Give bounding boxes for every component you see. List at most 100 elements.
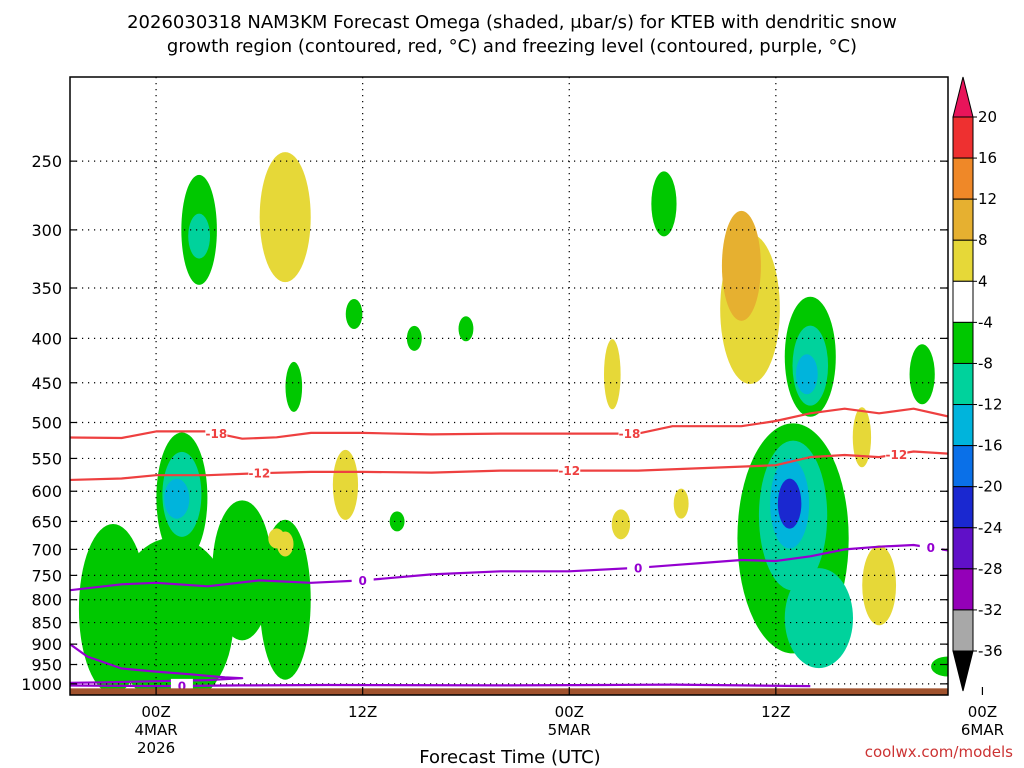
omega-region — [188, 213, 211, 259]
colorbar-swatch — [952, 157, 974, 200]
contour-label: -12 — [886, 448, 908, 462]
y-tick-label: 300 — [31, 221, 62, 240]
contour-label-bg — [205, 426, 228, 440]
contour-dendritic-bottom — [70, 450, 948, 482]
omega-region — [611, 509, 631, 540]
y-tick-label: 800 — [31, 591, 62, 610]
y-tick-label: 450 — [31, 374, 62, 393]
omega-region — [909, 344, 935, 405]
colorbar-label: -4 — [978, 313, 993, 331]
contour-label-bg — [627, 560, 650, 574]
contour-label-bg — [558, 463, 581, 477]
omega-region — [862, 545, 897, 626]
x-tick-label: 5MAR — [548, 721, 591, 739]
omega-region — [259, 519, 311, 680]
omega-region — [164, 478, 190, 519]
omega-region — [332, 449, 359, 520]
colorbar-top-arrow — [952, 76, 974, 118]
contour-label: -18 — [205, 427, 227, 441]
colorbar-swatch — [952, 527, 974, 570]
y-tick-label: 900 — [31, 635, 62, 654]
plot-area: -18 -18 -12 -12 -12 0 0 0 0 — [70, 77, 1024, 695]
y-tick-label: 500 — [31, 413, 62, 432]
omega-region — [285, 361, 303, 412]
colorbar-label: -16 — [978, 437, 1003, 455]
colorbar: 20 16 12 8 4 -4 -8 -12 -16 -20 -24 -28 -32 -36 — [952, 76, 1003, 692]
omega-region — [458, 316, 474, 342]
chart-title-line1: 2026030318 NAM3KM Forecast Omega (shaded… — [127, 12, 897, 33]
ground-bar — [70, 688, 948, 695]
contours: -18 -18 -12 -12 -12 0 0 0 0 — [70, 407, 948, 693]
x-axis-label: Forecast Time (UTC) — [419, 747, 600, 768]
colorbar-swatch — [952, 362, 974, 406]
y-tick-label: 650 — [31, 512, 62, 531]
chart-title-line2: growth region (contoured, red, °C) and f… — [167, 36, 857, 57]
credit-text: coolwx.com/models — [865, 743, 1013, 761]
omega-region — [1015, 314, 1024, 434]
colorbar-label: 12 — [978, 190, 997, 208]
omega-shading — [78, 152, 1024, 695]
x-tick-label: 00Z — [555, 703, 584, 721]
contour-freezing-level-low — [70, 642, 244, 684]
x-tick-label: 12Z — [348, 703, 377, 721]
contour-label-bg — [351, 573, 374, 587]
omega-region — [389, 511, 405, 532]
y-tick-label: 750 — [31, 566, 62, 585]
omega-region — [852, 407, 872, 468]
contour-label: 0 — [178, 679, 186, 693]
y-tick-label: 350 — [31, 279, 62, 298]
y-tick-label: 1000 — [21, 675, 62, 694]
omega-region — [212, 500, 272, 641]
colorbar-label: -28 — [978, 560, 1003, 578]
omega-region — [651, 171, 677, 237]
colorbar-label: -12 — [978, 396, 1003, 414]
colorbar-label: -32 — [978, 601, 1003, 619]
omega-region — [931, 656, 948, 677]
y-tick-label: 550 — [31, 449, 62, 468]
colorbar-swatch — [952, 445, 974, 488]
y-tick-label: 600 — [31, 482, 62, 501]
contour-freezing-level — [70, 543, 948, 592]
colorbar-swatch — [952, 116, 974, 159]
grid — [70, 77, 948, 695]
contour-label: 0 — [927, 541, 935, 555]
contour-label: -12 — [249, 467, 271, 481]
omega-region — [721, 210, 761, 321]
contour-label: -18 — [619, 427, 641, 441]
colorbar-swatch — [952, 486, 974, 529]
x-tick-label: 2026 — [137, 739, 175, 757]
plot-frame — [69, 76, 949, 696]
contour-label: -12 — [558, 464, 580, 478]
colorbar-swatch — [952, 568, 974, 611]
colorbar-label: -8 — [978, 354, 993, 372]
x-tick-label: 12Z — [761, 703, 790, 721]
omega-region — [784, 568, 854, 669]
colorbar-label: 4 — [978, 272, 988, 290]
omega-region — [1017, 490, 1024, 690]
x-tick-label: 4MAR — [134, 721, 177, 739]
omega-region — [78, 524, 148, 695]
colorbar-label: -20 — [978, 478, 1003, 496]
contour-label-bg — [618, 426, 641, 440]
omega-region — [777, 478, 802, 529]
y-axis: 250 300 350 400 450 500 550 600 650 700 750 800 850 9… — [21, 152, 948, 694]
omega-region — [603, 339, 621, 410]
colorbar-label: -24 — [978, 519, 1003, 537]
colorbar-label: -36 — [978, 642, 1003, 660]
colorbar-swatch — [952, 198, 974, 241]
omega-region — [259, 152, 311, 283]
y-tick-label: 850 — [31, 614, 62, 633]
omega-region — [345, 299, 363, 330]
colorbar-label: 16 — [978, 149, 997, 167]
omega-region — [795, 354, 818, 395]
contour-label: 0 — [358, 574, 366, 588]
omega-region — [673, 488, 689, 519]
colorbar-swatch — [952, 280, 974, 323]
y-tick-label: 250 — [31, 152, 62, 171]
y-tick-label: 400 — [31, 329, 62, 348]
y-tick-label: 700 — [31, 540, 62, 559]
colorbar-label: 20 — [978, 108, 997, 126]
omega-region — [276, 531, 294, 557]
